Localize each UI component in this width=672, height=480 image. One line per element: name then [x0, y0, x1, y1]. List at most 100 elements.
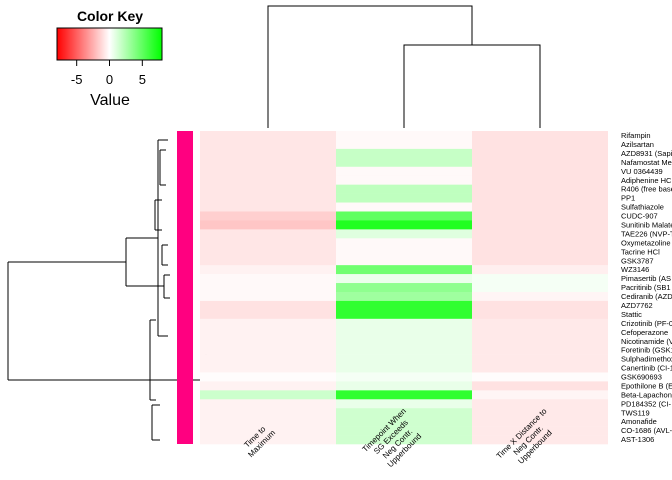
- color-key-tick-label: 0: [106, 72, 113, 87]
- heatmap-cell: [336, 256, 472, 266]
- heatmap-cell: [472, 417, 608, 427]
- heatmap-cell: [336, 247, 472, 257]
- heatmap-cell: [336, 166, 472, 177]
- heatmap-cell: [336, 372, 472, 382]
- color-key-tick-label: 5: [139, 72, 146, 87]
- heatmap-cell: [336, 229, 472, 239]
- heatmap-cell: [472, 283, 608, 293]
- row-label: Oxymetazoline: [621, 238, 671, 247]
- heatmap-cell: [336, 283, 472, 293]
- heatmap-cell: [200, 166, 336, 177]
- heatmap-cell: [472, 300, 608, 311]
- heatmap-cell: [336, 202, 472, 212]
- heatmap-cell: [200, 220, 336, 230]
- heatmap-cell: [472, 131, 608, 141]
- row-label: Nafamostat Me: [621, 158, 672, 167]
- heatmap-cells: [200, 131, 608, 445]
- heatmap-cell: [472, 157, 608, 168]
- heatmap-cell: [200, 345, 336, 355]
- heatmap-cell: [200, 184, 336, 194]
- heatmap-cell: [472, 148, 608, 159]
- heatmap-cell: [472, 238, 608, 248]
- heatmap-cell: [200, 139, 336, 150]
- heatmap-cell: [200, 211, 336, 221]
- heatmap-cell: [472, 139, 608, 150]
- row-label: Cefoperazone: [621, 328, 668, 337]
- heatmap-cell: [336, 193, 472, 203]
- heatmap-cell: [336, 274, 472, 284]
- heatmap-cell: [336, 300, 472, 311]
- heatmap-cell: [200, 327, 336, 337]
- row-label: Foretinib (GSK1: [621, 346, 672, 355]
- heatmap-cell: [200, 238, 336, 248]
- heatmap-cell: [200, 175, 336, 185]
- color-key-bar: [56, 27, 163, 61]
- heatmap-cell: [200, 318, 336, 329]
- row-label: Epothilone B (E: [621, 381, 672, 390]
- heatmap-cell: [472, 175, 608, 185]
- heatmap-cell: [472, 220, 608, 230]
- heatmap-cell: [336, 390, 472, 400]
- heatmap-cell: [336, 426, 472, 436]
- heatmap-cell: [336, 291, 472, 302]
- color-key-xlabel: Value: [90, 92, 130, 109]
- heatmap-cell: [336, 345, 472, 355]
- row-label: GSK3787: [621, 256, 654, 265]
- row-label: VU 0364439: [621, 167, 663, 176]
- heatmap-cell: [472, 426, 608, 436]
- row-label: AST-1306: [621, 435, 654, 444]
- heatmap-cell: [472, 399, 608, 409]
- heatmap-cell: [200, 131, 336, 141]
- heatmap-cell: [200, 417, 336, 427]
- heatmap-cell: [200, 274, 336, 284]
- row-label: Stattic: [621, 310, 642, 319]
- heatmap-cell: [336, 238, 472, 248]
- heatmap-cell: [472, 408, 608, 418]
- heatmap-cell: [336, 139, 472, 150]
- heatmap-cell: [336, 363, 472, 373]
- heatmap-cell: [472, 309, 608, 320]
- heatmap-cell: [200, 399, 336, 409]
- heatmap-cell: [336, 265, 472, 275]
- row-label: R406 (free base: [621, 185, 672, 194]
- heatmap-cell: [336, 175, 472, 185]
- heatmap-cell: [472, 193, 608, 203]
- heatmap-cell: [472, 345, 608, 355]
- heatmap-cell: [200, 309, 336, 320]
- row-label: Nicotinamide (V: [621, 337, 672, 346]
- color-key-tick-label: -5: [71, 72, 83, 87]
- row-label: Cediranib (AZD: [621, 292, 672, 301]
- heatmap-cell: [472, 184, 608, 194]
- heatmap-cell: [336, 381, 472, 391]
- row-label: Sulfathiazole: [621, 203, 664, 212]
- row-label: PP1: [621, 194, 635, 203]
- heatmap-cell: [472, 166, 608, 177]
- heatmap-cell: [472, 229, 608, 239]
- heatmap-cell: [472, 327, 608, 337]
- heatmap-cell: [336, 309, 472, 320]
- heatmap-cell: [472, 202, 608, 212]
- row-label: Sunitinib Malate: [621, 221, 672, 230]
- color-key-title: Color Key: [77, 8, 143, 24]
- heatmap-cell: [336, 318, 472, 329]
- heatmap-cell: [336, 148, 472, 159]
- row-label: PD184352 (CI-: [621, 399, 672, 408]
- heatmap-cell: [472, 336, 608, 346]
- row-label: TWS119: [621, 408, 650, 417]
- heatmap-cell: [200, 300, 336, 311]
- heatmap-cell: [336, 408, 472, 418]
- heatmap-cell: [336, 354, 472, 364]
- column-label: Timepoint WhenSG ExceedsNeg Contr.Upperb…: [361, 407, 428, 474]
- row-label: GSK690693: [621, 373, 662, 382]
- heatmap-cell: [200, 336, 336, 346]
- heatmap-cell: [200, 372, 336, 382]
- row-label: CUDC-907: [621, 212, 658, 221]
- heatmap-cell: [472, 247, 608, 257]
- heatmap-cell: [200, 148, 336, 159]
- heatmap-cell: [336, 184, 472, 194]
- heatmap-cell: [336, 211, 472, 221]
- row-label: Canertinib (CI-1: [621, 364, 672, 373]
- row-label: Pacritinib (SB1: [621, 283, 671, 292]
